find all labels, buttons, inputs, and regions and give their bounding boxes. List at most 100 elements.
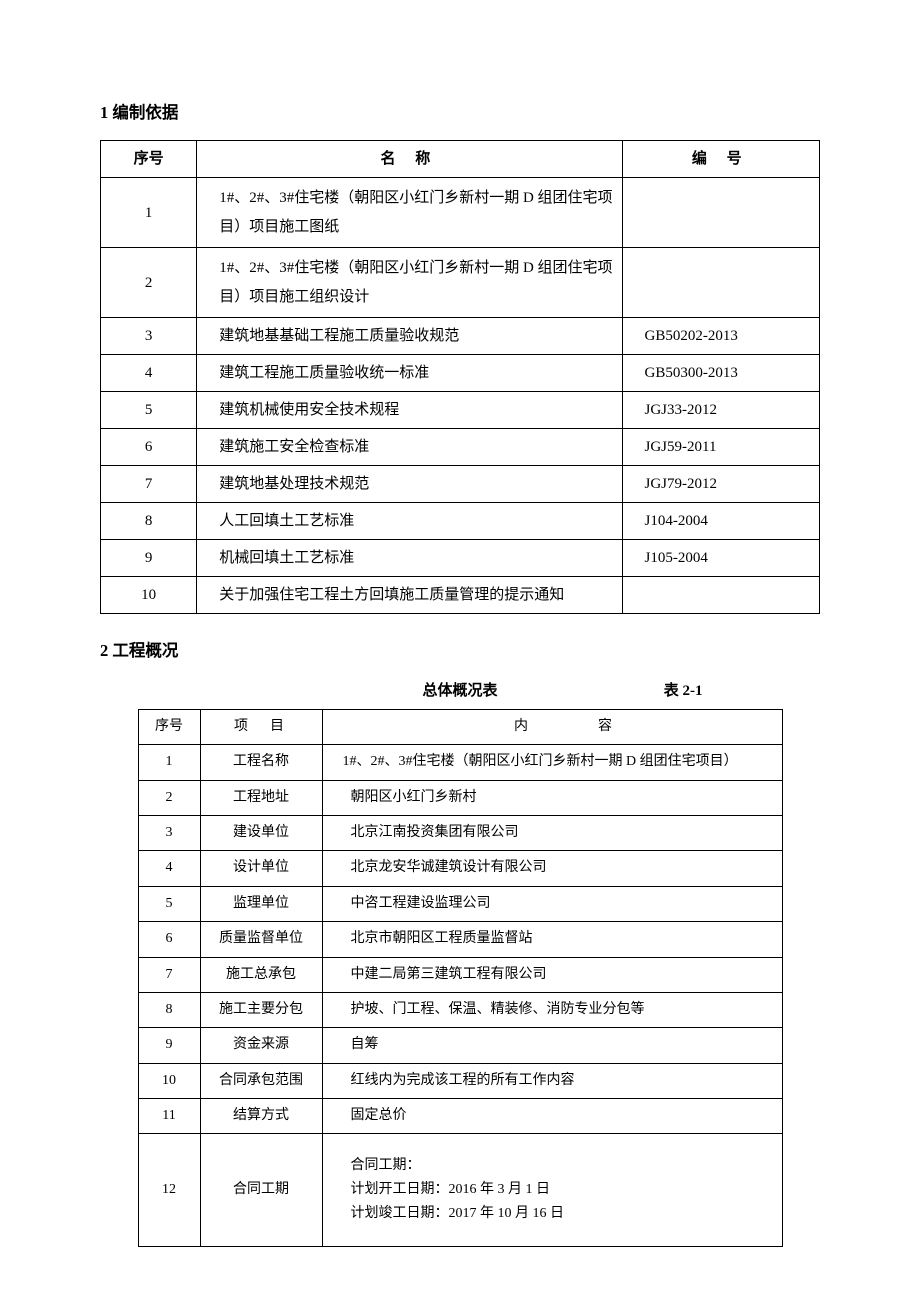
cell-seq: 8 (101, 503, 197, 540)
table-row: 8人工回填土工艺标准J104-2004 (101, 503, 820, 540)
cell-name: 关于加强住宅工程土方回填施工质量管理的提示通知 (197, 577, 622, 614)
section-2-heading: 2 工程概况 (100, 638, 820, 664)
cell-name: 建筑工程施工质量验收统一标准 (197, 355, 622, 392)
cell-item: 工程名称 (200, 745, 322, 780)
cell-seq: 9 (138, 1028, 200, 1063)
cell-code: JGJ33-2012 (622, 392, 819, 429)
cell-content: 固定总价 (322, 1099, 782, 1134)
cell-code (622, 248, 819, 318)
table-caption: 总体概况表 表 2-1 (138, 679, 783, 703)
table-header-row: 序号 项 目 内 容 (138, 709, 782, 744)
table-row: 4设计单位北京龙安华诚建筑设计有限公司 (138, 851, 782, 886)
cell-item: 合同工期 (200, 1134, 322, 1246)
table-row: 11结算方式固定总价 (138, 1099, 782, 1134)
cell-seq: 2 (138, 780, 200, 815)
cell-content: 北京江南投资集团有限公司 (322, 815, 782, 850)
table-row: 6建筑施工安全检查标准JGJ59-2011 (101, 429, 820, 466)
table-row: 4建筑工程施工质量验收统一标准GB50300-2013 (101, 355, 820, 392)
cell-seq: 5 (101, 392, 197, 429)
table-row: 9资金来源自筹 (138, 1028, 782, 1063)
cell-code: GB50300-2013 (622, 355, 819, 392)
table-row: 1工程名称 1#、2#、3#住宅楼（朝阳区小红门乡新村一期 D 组团住宅项目） (138, 745, 782, 780)
table-row: 12合同工期合同工期：计划开工日期：2016 年 3 月 1 日计划竣工日期：2… (138, 1134, 782, 1246)
cell-code (622, 178, 819, 248)
cell-seq: 12 (138, 1134, 200, 1246)
cell-item: 设计单位 (200, 851, 322, 886)
cell-content: 朝阳区小红门乡新村 (322, 780, 782, 815)
cell-name: 人工回填土工艺标准 (197, 503, 622, 540)
table-row: 3建筑地基基础工程施工质量验收规范GB50202-2013 (101, 318, 820, 355)
cell-content: 中咨工程建设监理公司 (322, 886, 782, 921)
cell-name: 建筑地基基础工程施工质量验收规范 (197, 318, 622, 355)
col-header-seq: 序号 (101, 141, 197, 178)
cell-seq: 3 (138, 815, 200, 850)
cell-item: 工程地址 (200, 780, 322, 815)
cell-item: 监理单位 (200, 886, 322, 921)
table-row: 5建筑机械使用安全技术规程JGJ33-2012 (101, 392, 820, 429)
cell-code: J104-2004 (622, 503, 819, 540)
table-row: 10关于加强住宅工程土方回填施工质量管理的提示通知 (101, 577, 820, 614)
cell-item: 合同承包范围 (200, 1063, 322, 1098)
cell-content: 护坡、门工程、保温、精装修、消防专业分包等 (322, 992, 782, 1027)
table-row: 6质量监督单位北京市朝阳区工程质量监督站 (138, 922, 782, 957)
cell-seq: 2 (101, 248, 197, 318)
cell-seq: 10 (138, 1063, 200, 1098)
overview-table: 序号 项 目 内 容 1工程名称 1#、2#、3#住宅楼（朝阳区小红门乡新村一期… (138, 709, 783, 1247)
cell-name: 机械回填土工艺标准 (197, 540, 622, 577)
table-row: 11#、2#、3#住宅楼（朝阳区小红门乡新村一期 D 组团住宅项目）项目施工图纸 (101, 178, 820, 248)
table-row: 8施工主要分包护坡、门工程、保温、精装修、消防专业分包等 (138, 992, 782, 1027)
table-caption-title: 总体概况表 (422, 679, 497, 703)
cell-code: J105-2004 (622, 540, 819, 577)
cell-code: JGJ59-2011 (622, 429, 819, 466)
cell-item: 结算方式 (200, 1099, 322, 1134)
cell-seq: 8 (138, 992, 200, 1027)
col-header-code: 编 号 (622, 141, 819, 178)
cell-name: 1#、2#、3#住宅楼（朝阳区小红门乡新村一期 D 组团住宅项目）项目施工组织设… (197, 248, 622, 318)
table-row: 3建设单位北京江南投资集团有限公司 (138, 815, 782, 850)
table-row: 2工程地址朝阳区小红门乡新村 (138, 780, 782, 815)
table-row: 7施工总承包中建二局第三建筑工程有限公司 (138, 957, 782, 992)
col-header-seq: 序号 (138, 709, 200, 744)
col-header-content: 内 容 (322, 709, 782, 744)
cell-content: 自筹 (322, 1028, 782, 1063)
cell-content: 北京市朝阳区工程质量监督站 (322, 922, 782, 957)
cell-code: JGJ79-2012 (622, 466, 819, 503)
section-1-heading: 1 编制依据 (100, 100, 820, 126)
cell-item: 施工总承包 (200, 957, 322, 992)
cell-seq: 1 (138, 745, 200, 780)
cell-seq: 1 (101, 178, 197, 248)
cell-item: 资金来源 (200, 1028, 322, 1063)
cell-seq: 3 (101, 318, 197, 355)
col-header-item: 项 目 (200, 709, 322, 744)
cell-seq: 4 (101, 355, 197, 392)
table-row: 9机械回填土工艺标准J105-2004 (101, 540, 820, 577)
cell-code: GB50202-2013 (622, 318, 819, 355)
cell-content: 北京龙安华诚建筑设计有限公司 (322, 851, 782, 886)
table-row: 21#、2#、3#住宅楼（朝阳区小红门乡新村一期 D 组团住宅项目）项目施工组织… (101, 248, 820, 318)
cell-seq: 7 (138, 957, 200, 992)
cell-content: 合同工期：计划开工日期：2016 年 3 月 1 日计划竣工日期：2017 年 … (322, 1134, 782, 1246)
cell-item: 施工主要分包 (200, 992, 322, 1027)
cell-seq: 10 (101, 577, 197, 614)
cell-seq: 7 (101, 466, 197, 503)
table-row: 5监理单位中咨工程建设监理公司 (138, 886, 782, 921)
cell-content: 红线内为完成该工程的所有工作内容 (322, 1063, 782, 1098)
cell-item: 建设单位 (200, 815, 322, 850)
table-header-row: 序号 名 称 编 号 (101, 141, 820, 178)
cell-code (622, 577, 819, 614)
table-caption-code: 表 2-1 (664, 679, 703, 703)
table-row: 7建筑地基处理技术规范JGJ79-2012 (101, 466, 820, 503)
cell-name: 建筑机械使用安全技术规程 (197, 392, 622, 429)
cell-seq: 5 (138, 886, 200, 921)
cell-item: 质量监督单位 (200, 922, 322, 957)
reference-table: 序号 名 称 编 号 11#、2#、3#住宅楼（朝阳区小红门乡新村一期 D 组团… (100, 140, 820, 614)
col-header-name: 名 称 (197, 141, 622, 178)
cell-seq: 4 (138, 851, 200, 886)
cell-name: 建筑施工安全检查标准 (197, 429, 622, 466)
cell-seq: 6 (138, 922, 200, 957)
cell-seq: 6 (101, 429, 197, 466)
cell-seq: 11 (138, 1099, 200, 1134)
cell-name: 1#、2#、3#住宅楼（朝阳区小红门乡新村一期 D 组团住宅项目）项目施工图纸 (197, 178, 622, 248)
cell-content: 1#、2#、3#住宅楼（朝阳区小红门乡新村一期 D 组团住宅项目） (322, 745, 782, 780)
cell-content: 中建二局第三建筑工程有限公司 (322, 957, 782, 992)
